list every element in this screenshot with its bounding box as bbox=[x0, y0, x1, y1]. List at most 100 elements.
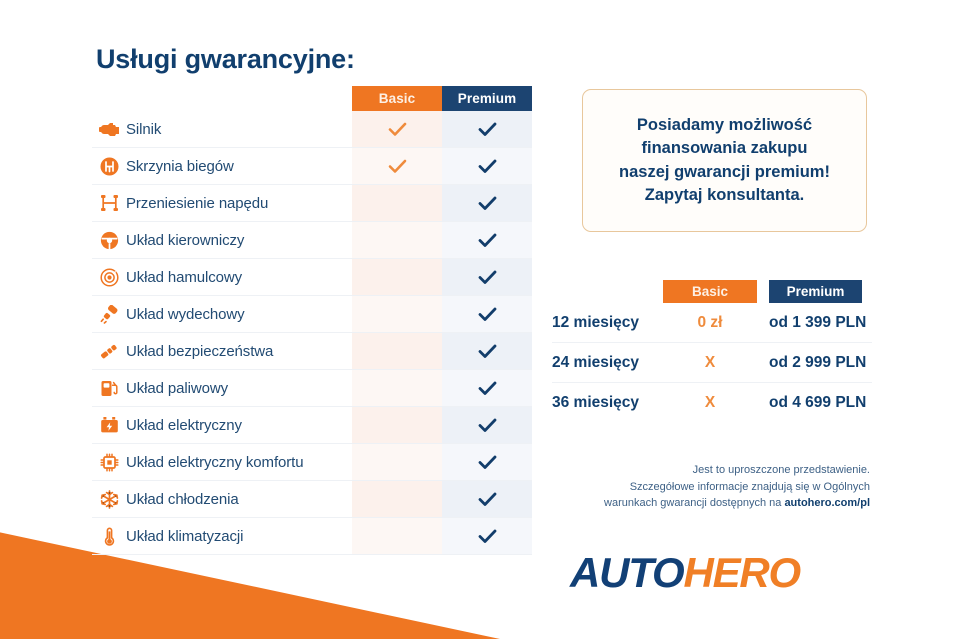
price-premium-value: od 1 399 PLN bbox=[769, 313, 867, 331]
price-header-spacer bbox=[757, 280, 769, 303]
row-basic-cell-background bbox=[352, 370, 442, 406]
gearbox-icon bbox=[92, 153, 126, 179]
premium-check-cell bbox=[442, 296, 532, 332]
features-table: Basic Premium Silnik Skrzynia bbox=[92, 86, 532, 555]
row-premium-cell-background bbox=[442, 481, 532, 517]
price-table-header-row: Basic Premium bbox=[663, 280, 872, 303]
row-premium-cell-background bbox=[442, 296, 532, 332]
row-basic-cell-background bbox=[352, 481, 442, 517]
row-premium-cell-background bbox=[442, 148, 532, 184]
row-basic-cell-background bbox=[352, 111, 442, 147]
premium-check-cell bbox=[442, 111, 532, 147]
price-term-label: 12 miesięcy bbox=[552, 313, 640, 331]
disclaimer-line-1: Jest to uproszczone przedstawienie. bbox=[692, 464, 870, 476]
price-column-header-premium: Premium bbox=[769, 280, 862, 303]
fuel-pump-icon bbox=[92, 375, 126, 401]
table-row: Układ wydechowy bbox=[92, 296, 532, 333]
features-table-header-row: Basic Premium bbox=[352, 86, 532, 111]
row-premium-cell-background bbox=[442, 444, 532, 480]
row-basic-cell-background bbox=[352, 518, 442, 554]
row-basic-cell-background bbox=[352, 222, 442, 258]
premium-check-cell bbox=[442, 370, 532, 406]
feature-label: Układ klimatyzacji bbox=[126, 527, 244, 545]
callout-line-3: naszej gwarancji premium! bbox=[619, 162, 830, 181]
premium-check-cell bbox=[442, 481, 532, 517]
row-premium-cell-background bbox=[442, 370, 532, 406]
feature-label: Skrzynia biegów bbox=[126, 157, 234, 175]
drivetrain-icon bbox=[92, 190, 126, 216]
row-premium-cell-background bbox=[442, 185, 532, 221]
table-row: Układ chłodzenia bbox=[92, 481, 532, 518]
battery-icon bbox=[92, 412, 126, 438]
price-premium-value: od 4 699 PLN bbox=[769, 393, 867, 411]
row-basic-cell-background bbox=[352, 259, 442, 295]
autohero-website-link[interactable]: autohero.com/pl bbox=[784, 497, 870, 509]
row-basic-cell-background bbox=[352, 185, 442, 221]
feature-label: Układ wydechowy bbox=[126, 305, 245, 323]
price-row: 24 miesięcy X od 2 999 PLN bbox=[552, 343, 872, 383]
price-basic-value: X bbox=[704, 393, 716, 411]
price-column-header-basic: Basic bbox=[663, 280, 757, 303]
premium-check-cell bbox=[442, 259, 532, 295]
autohero-logo: AUTOHERO bbox=[570, 549, 801, 596]
basic-check-cell bbox=[352, 407, 442, 443]
feature-label: Układ chłodzenia bbox=[126, 490, 239, 508]
feature-label: Układ elektryczny komfortu bbox=[126, 453, 304, 471]
basic-check-cell bbox=[352, 333, 442, 369]
features-column-header-premium: Premium bbox=[442, 86, 532, 111]
row-premium-cell-background bbox=[442, 333, 532, 369]
callout-line-2: finansowania zakupu bbox=[641, 139, 808, 158]
row-basic-cell-background bbox=[352, 296, 442, 332]
feature-label: Przeniesienie napędu bbox=[126, 194, 269, 212]
table-row: Silnik bbox=[92, 111, 532, 148]
callout-line-4: Zapytaj konsultanta. bbox=[644, 185, 805, 204]
row-basic-cell-background bbox=[352, 148, 442, 184]
premium-check-cell bbox=[442, 148, 532, 184]
logo-hero-text: HERO bbox=[683, 549, 801, 596]
basic-check-cell bbox=[352, 518, 442, 554]
table-row: Układ elektryczny bbox=[92, 407, 532, 444]
row-premium-cell-background bbox=[442, 518, 532, 554]
feature-label: Układ bezpieczeństwa bbox=[126, 342, 274, 360]
premium-check-cell bbox=[442, 185, 532, 221]
table-row: Układ elektryczny komfortu bbox=[92, 444, 532, 481]
table-row: Skrzynia biegów bbox=[92, 148, 532, 185]
basic-check-cell bbox=[352, 148, 442, 184]
features-column-header-basic: Basic bbox=[352, 86, 442, 111]
page-title: Usługi gwarancyjne: bbox=[96, 44, 355, 74]
seatbelt-icon bbox=[92, 338, 126, 364]
disclaimer-line-3-prefix: warunkach gwarancji dostępnych na bbox=[604, 497, 785, 509]
row-premium-cell-background bbox=[442, 407, 532, 443]
exhaust-icon bbox=[92, 301, 126, 327]
thermometer-icon bbox=[92, 523, 126, 549]
price-premium-value: od 2 999 PLN bbox=[769, 353, 867, 371]
basic-check-cell bbox=[352, 444, 442, 480]
price-row: 12 miesięcy 0 zł od 1 399 PLN bbox=[552, 303, 872, 343]
row-premium-cell-background bbox=[442, 222, 532, 258]
chip-icon bbox=[92, 449, 126, 475]
table-row: Układ paliwowy bbox=[92, 370, 532, 407]
price-basic-value: X bbox=[704, 353, 716, 371]
snowflake-icon bbox=[92, 486, 126, 512]
feature-label: Układ elektryczny bbox=[126, 416, 242, 434]
disclaimer-line-3: warunkach gwarancji dostępnych na autohe… bbox=[545, 495, 870, 512]
price-row: 36 miesięcy X od 4 699 PLN bbox=[552, 383, 872, 422]
table-row: Układ hamulcowy bbox=[92, 259, 532, 296]
premium-check-cell bbox=[442, 333, 532, 369]
row-basic-cell-background bbox=[352, 333, 442, 369]
premium-check-cell bbox=[442, 407, 532, 443]
callout-line-1: Posiadamy możliwość bbox=[636, 115, 813, 134]
row-basic-cell-background bbox=[352, 407, 442, 443]
price-term-label: 36 miesięcy bbox=[552, 393, 640, 411]
premium-check-cell bbox=[442, 444, 532, 480]
steering-wheel-icon bbox=[92, 227, 126, 253]
row-premium-cell-background bbox=[442, 259, 532, 295]
logo-auto-text: AUTO bbox=[570, 549, 685, 596]
feature-label: Silnik bbox=[126, 120, 162, 138]
feature-label: Układ kierowniczy bbox=[126, 231, 245, 249]
premium-check-cell bbox=[442, 518, 532, 554]
brake-disc-icon bbox=[92, 264, 126, 290]
table-row: Układ bezpieczeństwa bbox=[92, 333, 532, 370]
basic-check-cell bbox=[352, 222, 442, 258]
basic-check-cell bbox=[352, 296, 442, 332]
